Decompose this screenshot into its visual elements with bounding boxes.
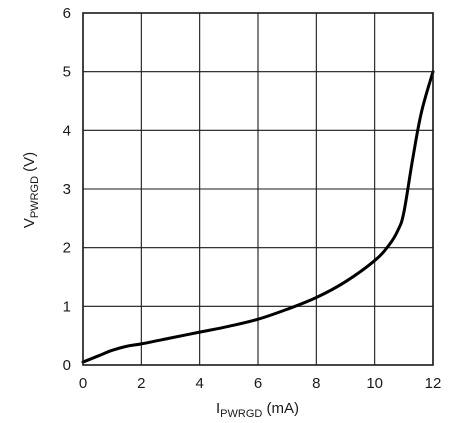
y-axis-label: VPWRGD (V) bbox=[21, 152, 41, 228]
plot-frame bbox=[82, 12, 434, 366]
x-axis-label: IPWRGD (mA) bbox=[216, 400, 299, 420]
series-layer bbox=[81, 70, 435, 364]
x-tick-label: 6 bbox=[254, 375, 262, 392]
y-tick-label: 6 bbox=[63, 5, 71, 22]
y-tick-label: 1 bbox=[63, 298, 71, 315]
y-axis-label-main: V bbox=[21, 218, 38, 228]
x-tick-label: 12 bbox=[425, 375, 442, 392]
series-line bbox=[81, 70, 435, 364]
grid-lines bbox=[82, 12, 434, 366]
y-tick-label: 2 bbox=[63, 240, 71, 257]
x-tick-label: 4 bbox=[195, 375, 203, 392]
x-tick-labels: 0 2 4 6 8 10 12 bbox=[79, 375, 442, 392]
x-axis-label-subscript: PWRGD bbox=[220, 408, 262, 420]
y-axis-label-subscript: PWRGD bbox=[29, 176, 41, 218]
x-axis-label-unit: (mA) bbox=[262, 400, 299, 417]
y-tick-labels: 0 1 2 3 4 5 6 bbox=[63, 5, 71, 374]
x-tick-label: 0 bbox=[79, 375, 87, 392]
x-tick-label: 2 bbox=[137, 375, 145, 392]
x-tick-label: 8 bbox=[312, 375, 320, 392]
y-axis-label-unit: (V) bbox=[21, 152, 38, 176]
y-tick-label: 3 bbox=[63, 181, 71, 198]
y-tick-label: 5 bbox=[63, 64, 71, 81]
x-tick-label: 10 bbox=[366, 375, 383, 392]
x-axis-label-main: I bbox=[216, 400, 220, 417]
y-tick-label: 4 bbox=[63, 122, 71, 139]
y-tick-label: 0 bbox=[63, 357, 71, 374]
